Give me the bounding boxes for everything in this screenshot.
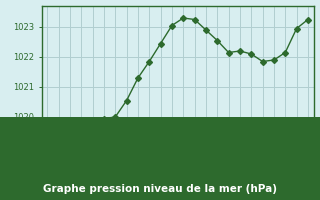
Text: Graphe pression niveau de la mer (hPa): Graphe pression niveau de la mer (hPa) bbox=[43, 184, 277, 194]
